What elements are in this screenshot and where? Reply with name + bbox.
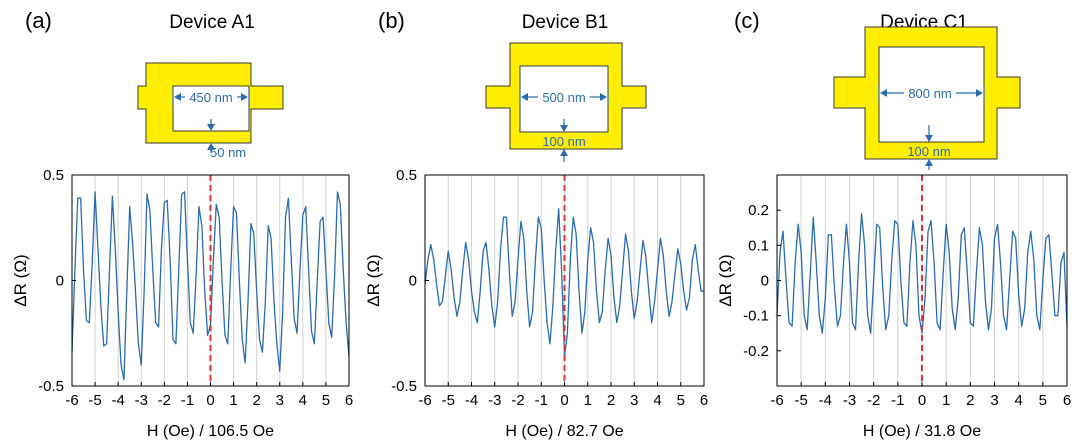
- x-tick-label: -2: [867, 392, 880, 409]
- y-tick-label: 0.2: [748, 202, 769, 219]
- x-axis-title: H (Oe) / 31.8 Oe: [863, 423, 981, 440]
- x-tick-label: 6: [700, 392, 708, 409]
- line-arrowhead-upper: [560, 125, 568, 132]
- x-tick-label: 3: [630, 392, 638, 409]
- width-arrowhead-left: [521, 93, 528, 101]
- x-tick-label: -5: [794, 392, 807, 409]
- panel-label: (c): [734, 8, 760, 33]
- y-tick-label: -0.2: [743, 343, 769, 360]
- width-arrowhead-right: [600, 93, 607, 101]
- x-tick-label: -4: [819, 392, 832, 409]
- y-tick-label: 0: [409, 273, 417, 290]
- y-axis-title: ΔR (Ω): [11, 254, 30, 306]
- y-axis-title: ΔR (Ω): [364, 254, 383, 306]
- line-arrowhead-lower: [925, 159, 933, 166]
- x-tick-label: 3: [276, 392, 284, 409]
- x-tick-label: 4: [299, 392, 307, 409]
- plot-area: -6 -5 -4 -3 -2 -1 0 1 2 3 4 5 6-0.2-0.100.10.2H (Oe)…: [716, 174, 1071, 440]
- x-tick-label: -6: [65, 392, 78, 409]
- x-tick-label: 2: [607, 392, 615, 409]
- y-tick-label: 0: [56, 273, 64, 290]
- x-tick-label: 2: [252, 392, 260, 409]
- device-schematic: 450 nm 50 nm: [137, 62, 284, 160]
- width-arrowhead-left: [880, 89, 887, 97]
- line-arrowhead-upper: [207, 124, 215, 131]
- x-axis-title: H (Oe) / 82.7 Oe: [505, 423, 623, 440]
- line-width-annotation: 50 nm: [210, 145, 246, 160]
- x-tick-label: -2: [158, 392, 171, 409]
- x-tick-label: 0: [918, 392, 926, 409]
- device-title: Device A1: [169, 12, 255, 33]
- width-annotation: 500 nm: [542, 90, 585, 105]
- y-axis-title: ΔR (Ω): [716, 254, 735, 306]
- x-tick-label: 5: [1039, 392, 1047, 409]
- x-tick-label: -5: [442, 392, 455, 409]
- plot-area: -6 -5 -4 -3 -2 -1 0 1 2 3 4 5 6-0.500.5H (Oe) / 106.…: [11, 167, 353, 440]
- device-schematic: 800 nm 100 nm: [833, 26, 1021, 170]
- x-tick-label: -3: [135, 392, 148, 409]
- y-tick-label: 0.1: [748, 237, 769, 254]
- x-tick-label: 0: [206, 392, 214, 409]
- x-tick-label: 1: [229, 392, 237, 409]
- device-ring-hole: [878, 46, 985, 143]
- device-title: Device B1: [522, 12, 609, 33]
- x-tick-label: 4: [653, 392, 661, 409]
- x-tick-label: 4: [1014, 392, 1022, 409]
- x-tick-label: 6: [1063, 392, 1071, 409]
- line-width-annotation: 100 nm: [907, 144, 950, 159]
- x-tick-label: 0: [560, 392, 568, 409]
- x-tick-label: -4: [111, 392, 124, 409]
- x-tick-label: -4: [465, 392, 478, 409]
- y-tick-label: -0.5: [38, 378, 64, 395]
- x-tick-label: 1: [942, 392, 950, 409]
- width-annotation: 800 nm: [908, 86, 951, 101]
- line-arrowhead-lower: [207, 143, 215, 150]
- device-schematic: 500 nm 100 nm: [485, 42, 647, 162]
- x-tick-label: 5: [322, 392, 330, 409]
- panel-label: (a): [25, 8, 52, 33]
- series-line: [776, 213, 1068, 334]
- y-tick-label: -0.5: [391, 378, 417, 395]
- plot-area: -6 -5 -4 -3 -2 -1 0 1 2 3 4 5 6-0.500.5H (Oe) / 82.7…: [364, 167, 708, 440]
- width-annotation: 450 nm: [189, 90, 232, 105]
- x-tick-label: 2: [966, 392, 974, 409]
- line-arrowhead-upper: [925, 135, 933, 142]
- x-tick-label: -1: [535, 392, 548, 409]
- x-tick-label: -5: [88, 392, 101, 409]
- x-tick-label: -6: [418, 392, 431, 409]
- x-tick-label: -3: [488, 392, 501, 409]
- x-tick-label: -1: [181, 392, 194, 409]
- x-tick-label: 6: [345, 392, 353, 409]
- x-tick-label: -2: [511, 392, 524, 409]
- x-tick-label: 5: [677, 392, 685, 409]
- line-width-annotation: 100 nm: [542, 134, 585, 149]
- y-tick-label: -0.1: [743, 308, 769, 325]
- panel-label: (b): [378, 8, 405, 33]
- x-tick-label: -6: [770, 392, 783, 409]
- x-tick-label: 1: [584, 392, 592, 409]
- series-line: [71, 191, 350, 381]
- x-tick-label: -1: [891, 392, 904, 409]
- width-arrowhead-right: [241, 93, 248, 101]
- x-axis-title: H (Oe) / 106.5 Oe: [147, 423, 274, 440]
- x-tick-label: -3: [843, 392, 856, 409]
- y-tick-label: 0: [761, 273, 769, 290]
- width-arrowhead-right: [976, 89, 983, 97]
- y-tick-label: 0.5: [396, 167, 417, 184]
- line-arrowhead-lower: [560, 149, 568, 156]
- x-tick-label: 3: [990, 392, 998, 409]
- y-tick-label: 0.5: [43, 167, 64, 184]
- width-arrowhead-left: [174, 93, 181, 101]
